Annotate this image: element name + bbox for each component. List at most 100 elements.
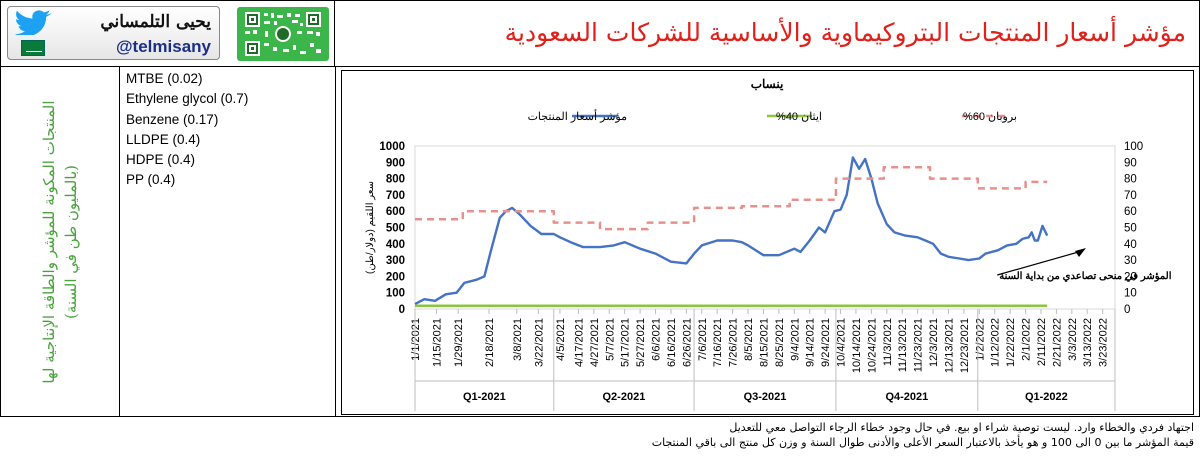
annotation-arrow-line: [997, 250, 1083, 276]
quarter-label: Q2-2021: [603, 391, 646, 403]
x-tick-label: 3/23/2022: [1098, 318, 1110, 367]
x-tick-label: 3/22/2021: [533, 318, 545, 367]
x-tick-label: 11/3/2021: [882, 318, 894, 366]
y-left-tick-label: 300: [386, 255, 405, 267]
header-divider: [0, 66, 1200, 67]
x-tick-label: 1/29/2021: [453, 318, 465, 367]
quarter-label: Q1-2021: [463, 391, 506, 403]
series-line: [415, 165, 1048, 231]
y-left-tick-label: 1000: [379, 141, 405, 153]
y-right-tick-label: 80: [1124, 174, 1137, 186]
x-tick-label: 6/6/2021: [651, 318, 663, 361]
x-tick-label: 5/7/2021: [604, 318, 616, 361]
quarter-label: Q1-2022: [1025, 391, 1068, 403]
disclaimer-notes: اجتهاد فردي والخطاء وارد. ليست توصية شرا…: [652, 420, 1194, 450]
x-tick-label: 7/6/2021: [697, 318, 709, 361]
author-handle[interactable]: @telmisany: [115, 37, 211, 56]
x-tick-label: 4/27/2021: [589, 318, 601, 367]
list-item: Ethylene glycol (0.7): [126, 91, 249, 107]
x-tick-label: 2/18/2021: [484, 318, 496, 367]
page-title: مؤشر أسعار المنتجات البتروكيماوية والأسا…: [504, 18, 1186, 47]
column-divider: [335, 67, 336, 417]
x-tick-label: 9/24/2021: [820, 318, 832, 367]
chart-panel: ينساب بروبان 60% ايثان 40% مؤشر أسعار المنت…: [341, 70, 1194, 415]
y-right-tick-label: 60: [1124, 206, 1137, 218]
x-tick-label: 3/13/2022: [1082, 318, 1094, 367]
y-left-tick-label: 0: [399, 304, 405, 316]
x-tick-label: 11/13/2021: [897, 318, 909, 372]
annotation-text: المؤشر في منحى تصاعدي من بداية السنة: [999, 271, 1171, 282]
x-tick-label: 11/23/2021: [913, 318, 925, 372]
x-tick-label: 7/26/2021: [728, 318, 740, 367]
x-tick-label: 1/22/2022: [1005, 318, 1017, 367]
y-right-tick-label: 20: [1124, 271, 1137, 283]
y-right-tick-label: 10: [1124, 288, 1137, 300]
legend-label: مؤشر أسعار المنتجات: [528, 109, 628, 123]
y-left-tick-label: 500: [386, 223, 405, 235]
author-branding: يحيى التلمساني @telmisany: [0, 0, 335, 66]
x-tick-label: 3/3/2022: [1067, 318, 1079, 361]
y-right-tick-label: 50: [1124, 223, 1137, 235]
saudi-flag-icon: [21, 40, 45, 56]
x-tick-label: 2/1/2022: [1021, 318, 1033, 361]
x-tick-label: 5/17/2021: [620, 318, 632, 367]
x-tick-label: 3/8/2021: [512, 318, 524, 361]
y-right-tick-label: 70: [1124, 190, 1137, 202]
legend-label: ايثان 40%: [776, 111, 822, 123]
quarter-label: Q4-2021: [885, 391, 928, 403]
y-left-axis-label: سعر اللقيم (دولار/طن): [365, 181, 376, 274]
legend-label: بروبان 60%: [963, 111, 1017, 123]
annotation-arrowhead: [1075, 248, 1086, 257]
list-item: HDPE (0.4): [126, 152, 196, 168]
list-item: LLDPE (0.4): [126, 131, 201, 147]
y-right-tick-label: 100: [1124, 141, 1143, 153]
x-tick-label: 10/24/2021: [866, 318, 878, 373]
x-tick-label: 9/14/2021: [805, 318, 817, 367]
x-tick-label: 5/27/2021: [635, 318, 647, 367]
x-tick-label: 6/16/2021: [666, 318, 678, 367]
qr-code-icon[interactable]: [237, 7, 329, 61]
line-chart: ينساب بروبان 60% ايثان 40% مؤشر أسعار المنت…: [365, 77, 1172, 411]
quarter-label: Q3-2021: [744, 391, 787, 403]
y-left-tick-label: 400: [386, 239, 405, 251]
list-item: MTBE (0.02): [126, 71, 203, 86]
y-right-tick-label: 30: [1124, 255, 1137, 267]
x-tick-label: 8/25/2021: [774, 318, 786, 367]
author-name: يحيى التلمساني: [100, 12, 211, 32]
twitter-bird-icon: [14, 10, 52, 35]
x-tick-label: 10/4/2021: [836, 318, 848, 367]
x-tick-label: 4/17/2021: [573, 318, 585, 367]
list-item: Benzene (0.17): [126, 111, 219, 127]
components-list: MTBE (0.02) Ethylene glycol (0.7) Benzen…: [126, 69, 248, 191]
components-caption: المنتجات المكونة للمؤشر والطاقة الإنتاجي…: [40, 100, 80, 384]
y-right-tick-label: 40: [1124, 239, 1137, 251]
x-tick-label: 12/23/2021: [959, 318, 971, 373]
x-tick-label: 2/21/2022: [1051, 318, 1063, 367]
x-tick-label: 8/5/2021: [743, 318, 755, 361]
disclaimer-line: قيمة المؤشر ما بين 0 الى 100 و هو يأخذ ب…: [651, 436, 1194, 449]
x-tick-label: 1/1/2021: [410, 318, 422, 361]
x-tick-label: 1/2/2022: [974, 318, 986, 361]
x-tick-label: 9/4/2021: [789, 318, 801, 361]
y-left-tick-label: 100: [386, 288, 405, 300]
y-left-tick-label: 800: [386, 174, 405, 186]
disclaimer-line: اجتهاد فردي والخطاء وارد. ليست توصية شرا…: [729, 421, 1194, 434]
y-left-tick-label: 200: [386, 271, 405, 283]
plot-area: [414, 145, 1116, 310]
y-right-tick-label: 0: [1124, 304, 1130, 316]
sidebar-caption-column: المنتجات المكونة للمؤشر والطاقة الإنتاجي…: [0, 67, 120, 417]
chart-title: ينساب: [751, 77, 784, 91]
x-tick-label: 8/15/2021: [758, 318, 770, 367]
series-line: [414, 156, 1049, 306]
y-right-tick-label: 90: [1124, 157, 1137, 169]
author-card[interactable]: يحيى التلمساني @telmisany: [7, 6, 220, 60]
x-tick-label: 4/5/2021: [555, 318, 567, 361]
y-left-tick-label: 900: [386, 157, 405, 169]
x-tick-label: 6/26/2021: [681, 318, 693, 367]
list-item: PP (0.4): [126, 172, 176, 188]
y-left-tick-label: 600: [386, 206, 405, 218]
x-tick-label: 12/13/2021: [943, 318, 955, 373]
x-tick-label: 2/11/2022: [1036, 318, 1048, 366]
x-tick-label: 10/14/2021: [851, 318, 863, 373]
x-tick-label: 7/16/2021: [712, 318, 724, 367]
